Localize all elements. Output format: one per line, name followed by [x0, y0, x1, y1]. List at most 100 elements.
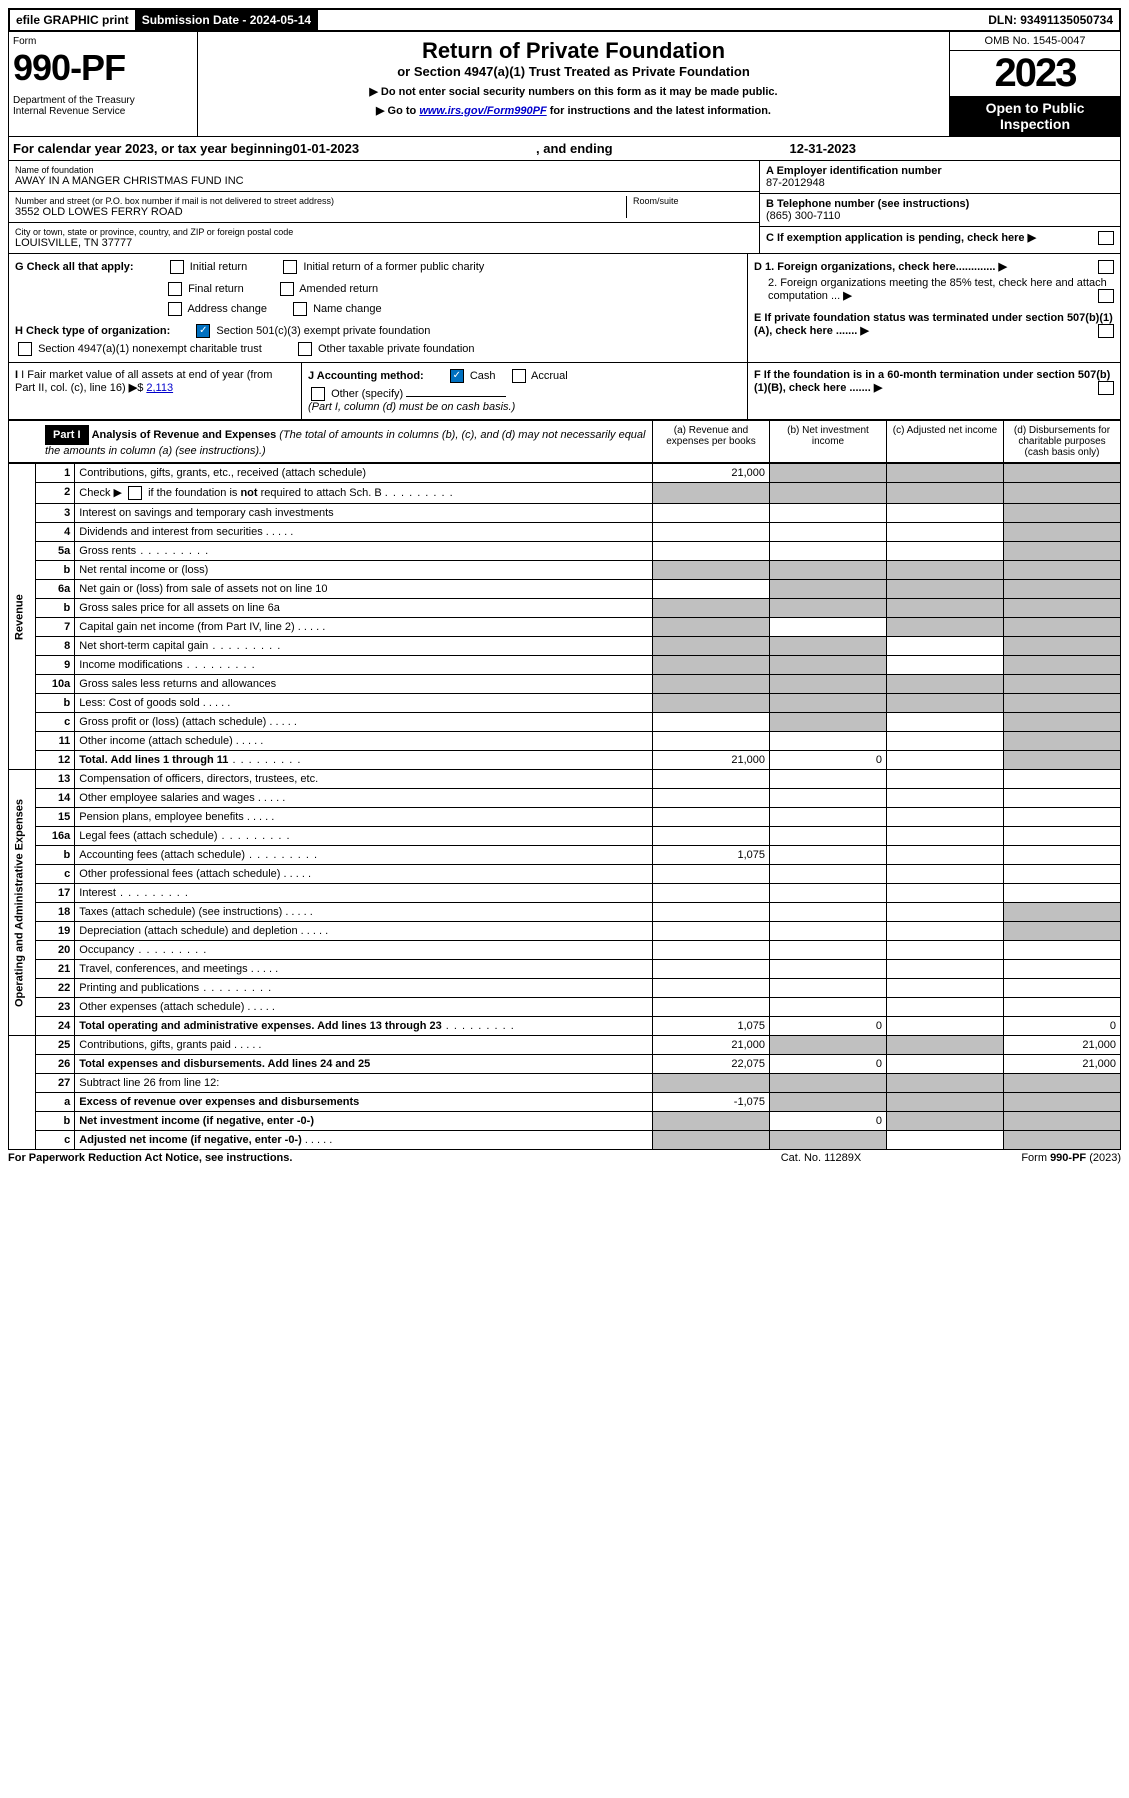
instr-1: ▶ Do not enter social security numbers o… [204, 85, 943, 98]
dln: DLN: 93491135050734 [982, 10, 1119, 30]
city-label: City or town, state or province, country… [15, 227, 753, 237]
part1-title: Analysis of Revenue and Expenses [92, 429, 277, 441]
h-4947-chk[interactable] [18, 342, 32, 356]
city: LOUISVILLE, TN 37777 [15, 237, 753, 249]
foundation-name: AWAY IN A MANGER CHRISTMAS FUND INC [15, 175, 753, 187]
row-12: Total. Add lines 1 through 11 [75, 751, 653, 770]
tax-year: 2023 [950, 51, 1120, 96]
top-bar: efile GRAPHIC print Submission Date - 20… [8, 8, 1121, 32]
footer-left: For Paperwork Reduction Act Notice, see … [8, 1152, 721, 1164]
row-6b: Gross sales price for all assets on line… [75, 599, 653, 618]
g-final-chk[interactable] [168, 282, 182, 296]
g-initial-former-chk[interactable] [283, 260, 297, 274]
j-cash-chk[interactable] [450, 369, 464, 383]
e-label: E If private foundation status was termi… [754, 312, 1113, 337]
col-c: (c) Adjusted net income [886, 421, 1003, 462]
form-title: Return of Private Foundation [204, 38, 943, 64]
e-checkbox[interactable] [1098, 324, 1114, 338]
ein-label: A Employer identification number [766, 165, 1114, 177]
form-link[interactable]: www.irs.gov/Form990PF [419, 105, 546, 117]
h-label: H Check type of organization: [15, 325, 170, 337]
row-15: Pension plans, employee benefits [75, 808, 653, 827]
j-other-chk[interactable] [311, 387, 325, 401]
c-checkbox[interactable] [1098, 231, 1114, 245]
j-label: J Accounting method: [308, 370, 424, 382]
row-16b: Accounting fees (attach schedule) [75, 846, 653, 865]
f-label: F If the foundation is in a 60-month ter… [754, 369, 1110, 394]
row-17: Interest [75, 884, 653, 903]
name-label: Name of foundation [15, 165, 753, 175]
footer: For Paperwork Reduction Act Notice, see … [8, 1150, 1121, 1164]
efile-print[interactable]: efile GRAPHIC print [10, 10, 136, 30]
col-a: (a) Revenue and expenses per books [652, 421, 769, 462]
i-label: I [15, 369, 18, 381]
footer-mid: Cat. No. 11289X [721, 1152, 921, 1164]
row-10a: Gross sales less returns and allowances [75, 675, 653, 694]
row-13: Compensation of officers, directors, tru… [75, 770, 653, 789]
d2-label: 2. Foreign organizations meeting the 85%… [768, 277, 1107, 302]
row-21: Travel, conferences, and meetings [75, 960, 653, 979]
row-8: Net short-term capital gain [75, 637, 653, 656]
form-label: Form [13, 36, 193, 47]
row-24: Total operating and administrative expen… [75, 1017, 653, 1036]
row-18: Taxes (attach schedule) (see instruction… [75, 903, 653, 922]
tel: (865) 300-7110 [766, 210, 1114, 222]
row-23: Other expenses (attach schedule) [75, 998, 653, 1017]
open-inspection: Open to Public Inspection [950, 96, 1120, 136]
i-value: 2,113 [146, 382, 173, 394]
row-16a: Legal fees (attach schedule) [75, 827, 653, 846]
h-other-chk[interactable] [298, 342, 312, 356]
c-label: C If exemption application is pending, c… [766, 232, 1025, 244]
row-6a: Net gain or (loss) from sale of assets n… [75, 580, 653, 599]
form-number: 990-PF [13, 47, 193, 89]
row-2: Check ▶ if the foundation is not require… [75, 483, 653, 504]
part1-label: Part I [45, 425, 89, 445]
info-grid: Name of foundation AWAY IN A MANGER CHRI… [8, 161, 1121, 254]
row-27b: Net investment income (if negative, ente… [75, 1112, 653, 1131]
dept: Department of the TreasuryInternal Reven… [13, 95, 193, 117]
g-initial-chk[interactable] [170, 260, 184, 274]
d2-checkbox[interactable] [1098, 289, 1114, 303]
footer-right: Form 990-PF (2023) [921, 1152, 1121, 1164]
address: 3552 OLD LOWES FERRY ROAD [15, 206, 626, 218]
row-14: Other employee salaries and wages [75, 789, 653, 808]
col-d: (d) Disbursements for charitable purpose… [1003, 421, 1120, 462]
part1-header: Part I Analysis of Revenue and Expenses … [8, 420, 1121, 463]
ein: 87-2012948 [766, 177, 1114, 189]
g-label: G Check all that apply: [15, 261, 134, 273]
row-7: Capital gain net income (from Part IV, l… [75, 618, 653, 637]
instr-2: ▶ Go to www.irs.gov/Form990PF for instru… [204, 104, 943, 117]
tel-label: B Telephone number (see instructions) [766, 198, 1114, 210]
addr-label: Number and street (or P.O. box number if… [15, 196, 626, 206]
calendar-year: For calendar year 2023, or tax year begi… [8, 137, 1121, 161]
section-g-h: G Check all that apply: Initial return I… [9, 254, 1120, 362]
expenses-label: Operating and Administrative Expenses [9, 770, 36, 1036]
j-accrual-chk[interactable] [512, 369, 526, 383]
main-table: Revenue 1Contributions, gifts, grants, e… [8, 463, 1121, 1150]
g-name-chk[interactable] [293, 302, 307, 316]
form-header: Form 990-PF Department of the TreasuryIn… [8, 32, 1121, 137]
f-checkbox[interactable] [1098, 381, 1114, 395]
section-i-j: I I Fair market value of all assets at e… [9, 362, 1120, 419]
row-27: Subtract line 26 from line 12: [75, 1074, 653, 1093]
row-20: Occupancy [75, 941, 653, 960]
revenue-label: Revenue [9, 464, 36, 770]
d1-label: D 1. Foreign organizations, check here..… [754, 261, 995, 273]
row-16c: Other professional fees (attach schedule… [75, 865, 653, 884]
row-10b: Less: Cost of goods sold [75, 694, 653, 713]
row-9: Income modifications [75, 656, 653, 675]
row-25: Contributions, gifts, grants paid [75, 1036, 653, 1055]
h-501c3-chk[interactable] [196, 324, 210, 338]
d1-checkbox[interactable] [1098, 260, 1114, 274]
row-11: Other income (attach schedule) [75, 732, 653, 751]
j-note: (Part I, column (d) must be on cash basi… [308, 401, 741, 413]
row-1: Contributions, gifts, grants, etc., rece… [75, 464, 653, 483]
room-label: Room/suite [633, 196, 753, 206]
row-22: Printing and publications [75, 979, 653, 998]
row-27a: Excess of revenue over expenses and disb… [75, 1093, 653, 1112]
g-amended-chk[interactable] [280, 282, 294, 296]
col-b: (b) Net investment income [769, 421, 886, 462]
row-19: Depreciation (attach schedule) and deple… [75, 922, 653, 941]
g-address-chk[interactable] [168, 302, 182, 316]
row-26: Total expenses and disbursements. Add li… [75, 1055, 653, 1074]
